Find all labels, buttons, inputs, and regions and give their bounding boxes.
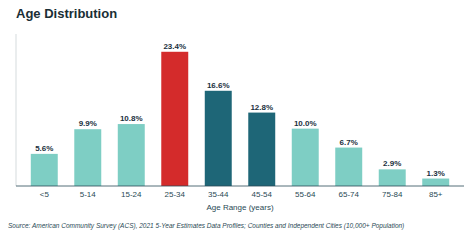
data-label: 10.0% <box>294 119 317 128</box>
x-tick-label: 35-44 <box>208 190 229 199</box>
data-label: 9.9% <box>79 119 97 128</box>
data-label: 2.9% <box>383 159 401 168</box>
x-tick-label: 65-74 <box>339 190 360 199</box>
y-axis-line <box>16 34 17 186</box>
x-tick-label: <5 <box>40 190 50 199</box>
chart: Age Distribution 5.6% 9.9% 10.8% 23.4% 16.6% 1… <box>0 0 474 234</box>
bar <box>31 154 58 186</box>
bar <box>335 148 362 186</box>
source-note: Source: American Community Survey (ACS),… <box>8 222 404 230</box>
x-tick-label: 5-14 <box>80 190 97 199</box>
x-tick-label: 85+ <box>429 190 443 199</box>
bar <box>118 124 145 186</box>
data-label: 6.7% <box>340 138 358 147</box>
x-tick-label: 25-34 <box>165 190 186 199</box>
x-tick-label: 45-54 <box>252 190 273 199</box>
bar <box>292 129 319 186</box>
title: Age Distribution <box>16 6 117 21</box>
x-tick-label: 75-84 <box>382 190 403 199</box>
data-label: 23.4% <box>163 42 186 51</box>
bar <box>379 169 406 186</box>
x-tick-label: 15-24 <box>121 190 142 199</box>
data-label: 12.8% <box>250 103 273 112</box>
bar <box>205 91 232 186</box>
bar <box>248 113 275 186</box>
data-label: 16.6% <box>207 81 230 90</box>
x-axis-label: Age Range (years) <box>206 203 273 212</box>
data-label: 5.6% <box>35 144 53 153</box>
x-tick-label: 55-64 <box>295 190 316 199</box>
bar <box>161 52 188 186</box>
bar <box>422 179 449 186</box>
bars <box>31 52 449 186</box>
bar <box>74 129 101 186</box>
data-label: 1.3% <box>427 169 445 178</box>
baseline <box>16 186 464 187</box>
data-label: 10.8% <box>120 114 143 123</box>
